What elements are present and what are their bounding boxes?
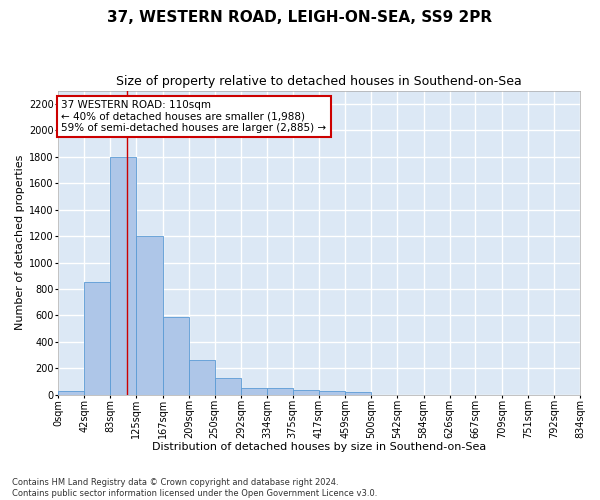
Bar bbox=[241, 388, 267, 395]
Text: 37 WESTERN ROAD: 110sqm
← 40% of detached houses are smaller (1,988)
59% of semi: 37 WESTERN ROAD: 110sqm ← 40% of detache… bbox=[61, 100, 326, 133]
Text: 37, WESTERN ROAD, LEIGH-ON-SEA, SS9 2PR: 37, WESTERN ROAD, LEIGH-ON-SEA, SS9 2PR bbox=[107, 10, 493, 25]
Bar bbox=[136, 236, 163, 395]
Bar bbox=[267, 388, 293, 395]
Bar bbox=[293, 390, 319, 395]
Bar bbox=[319, 391, 346, 395]
Y-axis label: Number of detached properties: Number of detached properties bbox=[15, 155, 25, 330]
Bar bbox=[58, 392, 85, 395]
Bar bbox=[85, 282, 110, 395]
Bar bbox=[189, 360, 215, 395]
Bar bbox=[346, 392, 371, 395]
Title: Size of property relative to detached houses in Southend-on-Sea: Size of property relative to detached ho… bbox=[116, 75, 522, 88]
Bar bbox=[163, 316, 189, 395]
Bar bbox=[215, 378, 241, 395]
Bar bbox=[110, 156, 136, 395]
Text: Contains HM Land Registry data © Crown copyright and database right 2024.
Contai: Contains HM Land Registry data © Crown c… bbox=[12, 478, 377, 498]
X-axis label: Distribution of detached houses by size in Southend-on-Sea: Distribution of detached houses by size … bbox=[152, 442, 486, 452]
